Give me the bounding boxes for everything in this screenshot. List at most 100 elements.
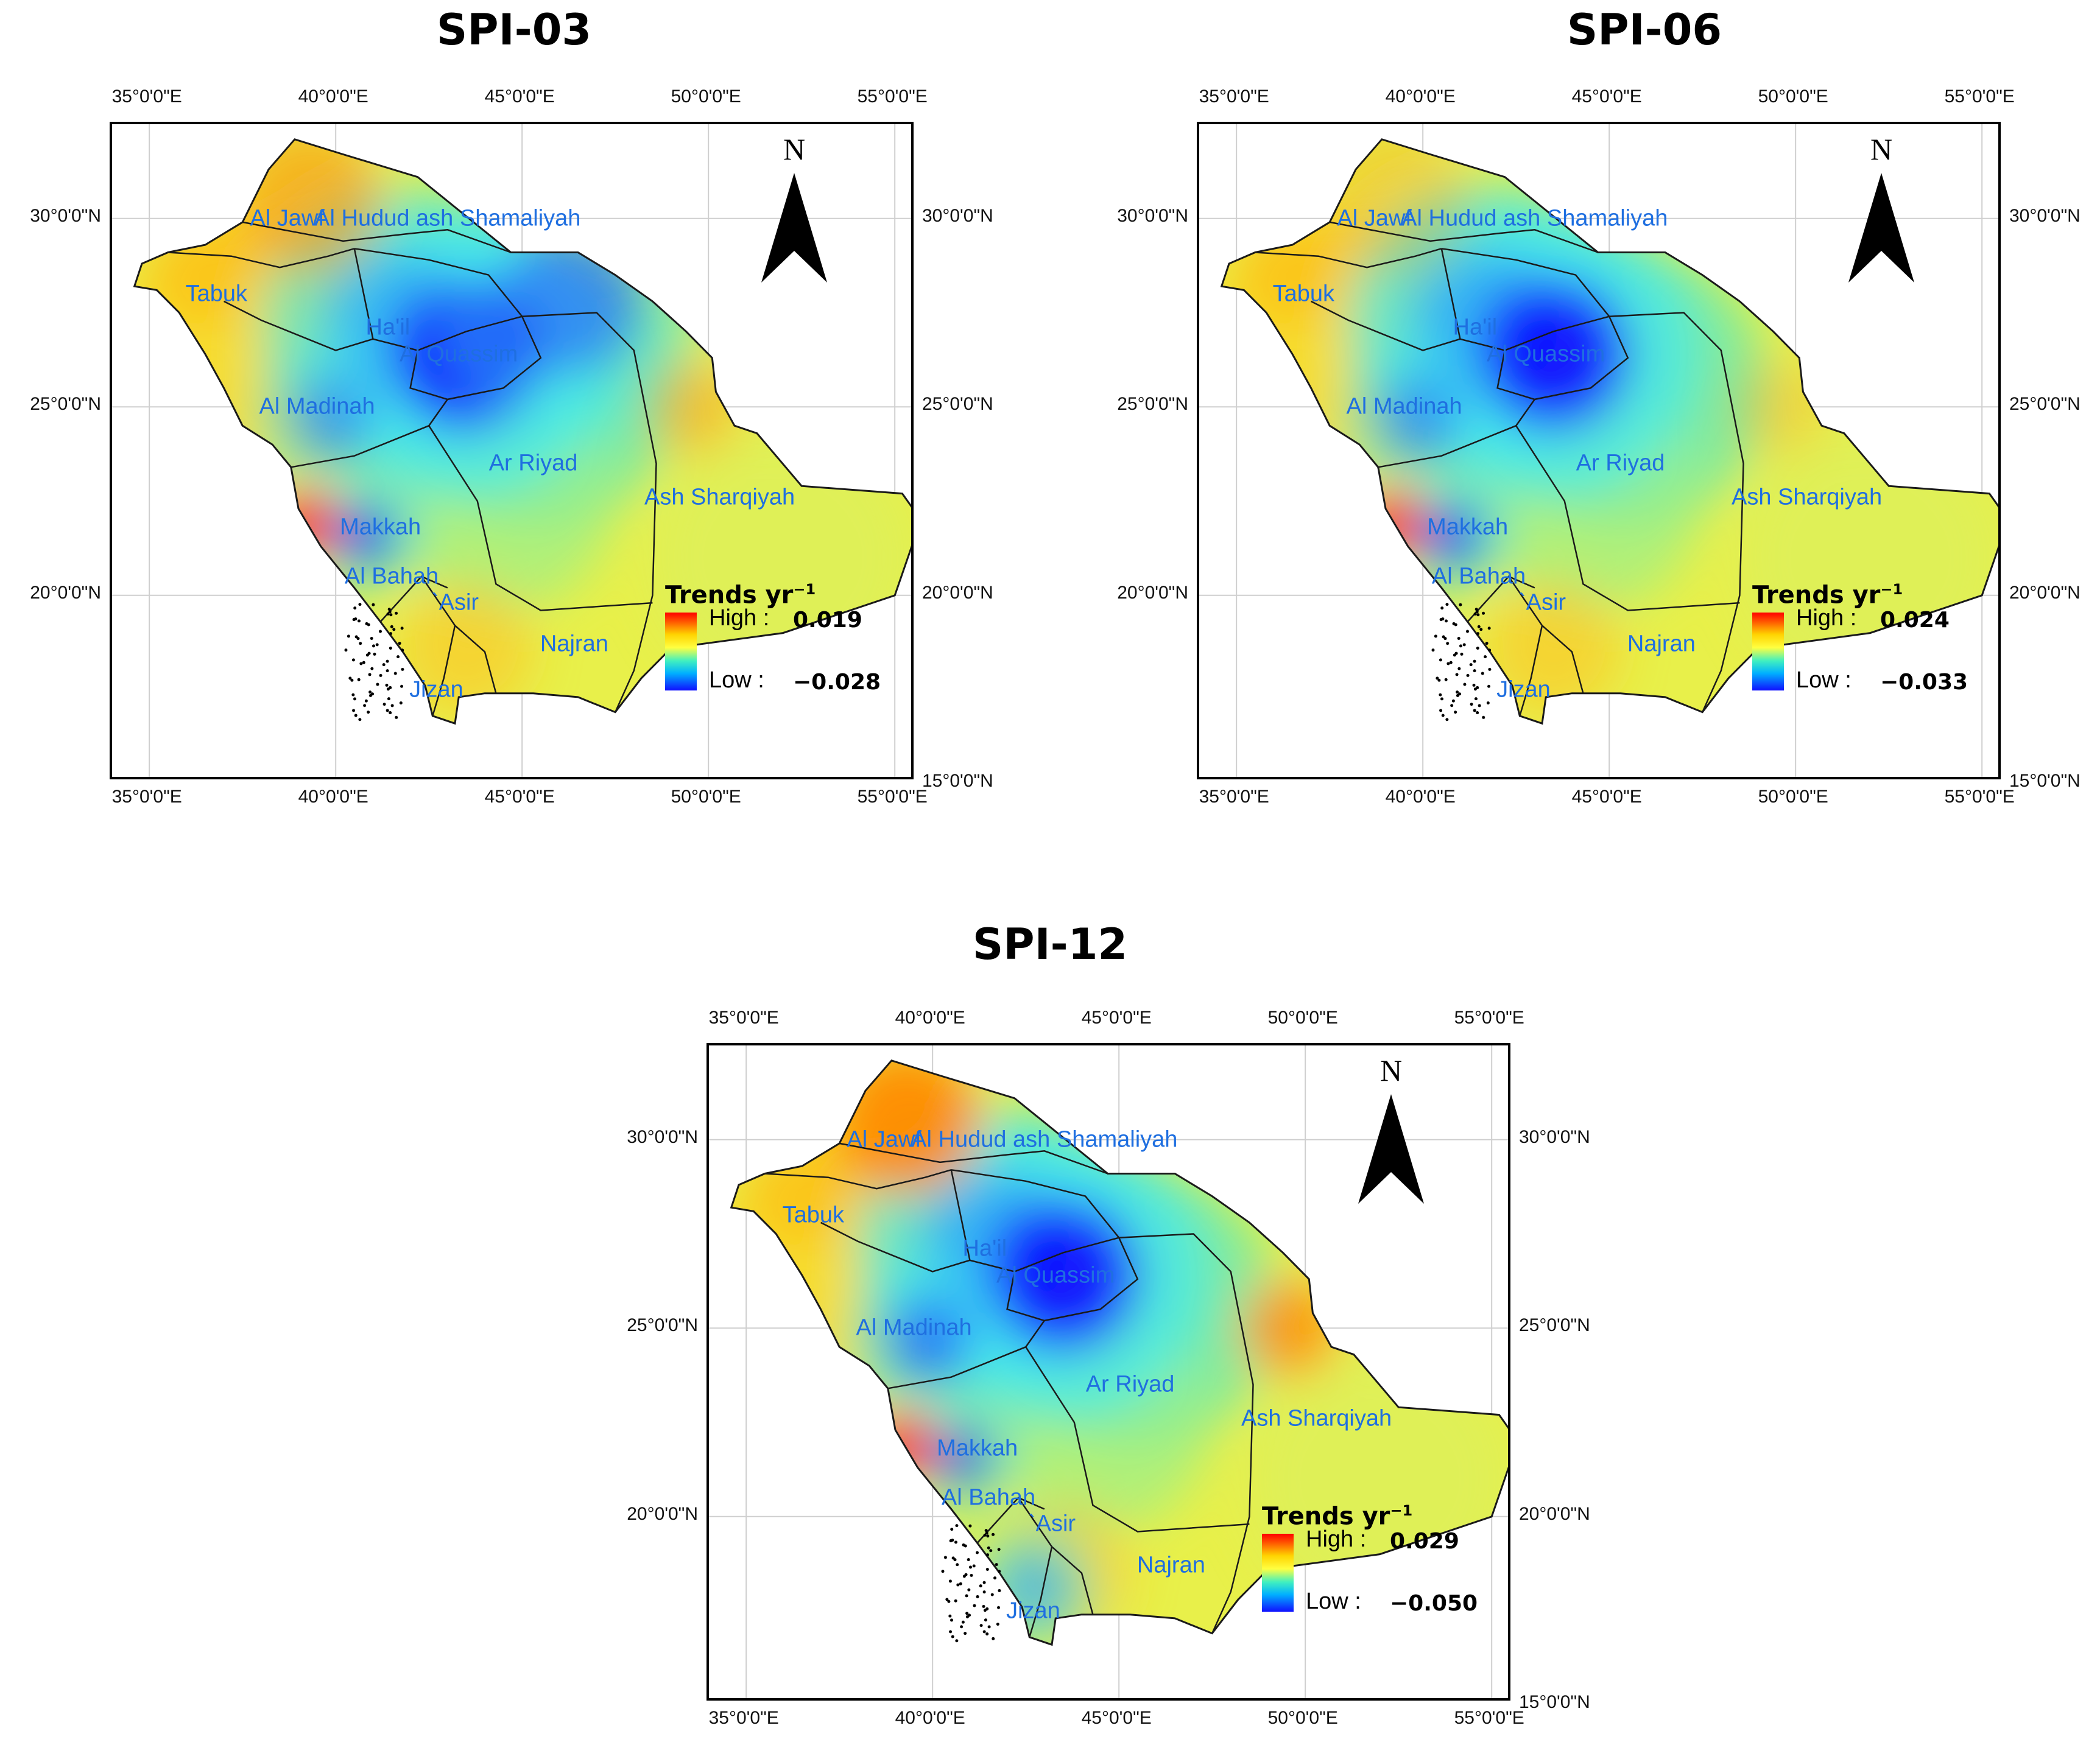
lon-tick-label: 55°0'0"E <box>1454 1708 1524 1728</box>
island-dot <box>954 1599 957 1603</box>
region-label: Tabuk <box>782 1202 845 1228</box>
island-dot <box>964 1632 967 1635</box>
legend-title-text: Trends yr <box>665 581 794 609</box>
region-label: Al Jawf <box>250 205 325 231</box>
region-label: Al Bahah <box>941 1484 1036 1511</box>
island-dot <box>1476 711 1479 715</box>
island-dot <box>949 1630 953 1634</box>
region-label: Ar Riyad <box>1085 1371 1175 1397</box>
country-outline <box>1220 138 1998 725</box>
lat-tick-label: 25°0'0"N <box>1519 1315 1590 1336</box>
region-label: Al Madinah <box>856 1315 972 1341</box>
island-dot <box>1478 704 1481 708</box>
region-border <box>167 248 355 269</box>
lon-tick-label: 45°0'0"E <box>1571 787 1642 807</box>
island-dot <box>1473 709 1476 712</box>
region-border <box>354 248 523 317</box>
island-dot <box>982 1630 986 1634</box>
north-arrow-icon <box>761 173 827 283</box>
lon-tick-label: 45°0'0"E <box>1571 86 1642 107</box>
island-dot <box>386 612 390 616</box>
island-dot <box>1450 704 1454 708</box>
island-dot <box>371 692 375 696</box>
island-dot <box>987 1546 990 1550</box>
island-dot <box>1475 610 1479 614</box>
island-dot <box>1475 608 1478 611</box>
region-border <box>1378 399 1535 468</box>
region-border <box>1311 300 1460 351</box>
island-dot <box>352 618 356 622</box>
region-border <box>1017 1497 1094 1615</box>
island-dot <box>354 714 358 717</box>
island-dot <box>398 642 401 645</box>
lon-tick-label: 45°0'0"E <box>1081 1708 1152 1728</box>
island-dot <box>1473 659 1476 663</box>
region-border <box>1496 316 1629 401</box>
island-dot <box>945 1598 949 1601</box>
lon-tick-label: 40°0'0"E <box>1385 86 1456 107</box>
lon-tick-label: 50°0'0"E <box>1267 1708 1338 1728</box>
island-dot <box>955 1639 959 1643</box>
island-dot <box>951 1635 954 1638</box>
lon-tick-label: 55°0'0"E <box>1454 1008 1524 1028</box>
island-dot <box>376 683 379 686</box>
legend-title-text: Trends yr <box>1752 581 1881 609</box>
region-border <box>887 1320 1045 1389</box>
island-dot <box>392 628 396 631</box>
island-dot <box>400 684 404 688</box>
island-dot <box>970 1573 973 1577</box>
island-dot <box>1446 642 1450 645</box>
island-dot <box>372 644 375 648</box>
island-dot <box>989 1549 993 1553</box>
island-dot <box>362 661 365 664</box>
legend-low-label: Low : <box>1796 667 1852 693</box>
lat-tick-label: 25°0'0"N <box>627 1315 698 1336</box>
region-label: Al Quassim <box>400 341 518 367</box>
lat-tick-label: 20°0'0"N <box>1117 582 1188 603</box>
island-dot <box>1466 673 1470 677</box>
legend-low-label: Low : <box>709 667 764 693</box>
island-dot <box>962 1543 965 1547</box>
region-label: `Asir <box>1518 589 1566 616</box>
island-dot <box>968 1565 972 1569</box>
island-dot <box>1457 637 1460 641</box>
legend-high-label: High : <box>1796 605 1857 631</box>
region-label: `Asir <box>431 589 479 616</box>
island-dot <box>1463 683 1467 686</box>
region-label: Al Madinah <box>1346 393 1462 420</box>
island-dot <box>984 1618 987 1622</box>
island-dot <box>968 1614 971 1617</box>
island-dot <box>359 642 362 645</box>
legend-high-value: 0.029 <box>1390 1529 1459 1554</box>
lon-tick-label: 35°0'0"E <box>111 86 182 107</box>
lat-tick-label: 25°0'0"N <box>2009 394 2081 415</box>
island-dot <box>986 1553 990 1557</box>
island-dot <box>1445 603 1449 606</box>
island-dot <box>386 709 389 712</box>
lat-tick-label: 20°0'0"N <box>2009 582 2081 603</box>
island-dot <box>1469 663 1473 667</box>
island-dot <box>992 1637 995 1640</box>
island-dot <box>976 1595 979 1598</box>
region-label: Najran <box>1627 631 1696 657</box>
island-dot <box>358 603 362 606</box>
island-dot <box>365 622 368 625</box>
island-dot <box>390 625 393 628</box>
region-label: Al Quassim <box>996 1262 1115 1288</box>
region-label: Jizan <box>1006 1598 1060 1623</box>
lat-tick-label: 20°0'0"N <box>1519 1503 1590 1524</box>
region-border <box>820 1221 970 1273</box>
island-dot <box>950 1528 954 1531</box>
island-dot <box>1476 646 1479 650</box>
lon-tick-label: 50°0'0"E <box>1267 1008 1338 1028</box>
island-dot <box>386 687 390 691</box>
island-dot <box>373 652 376 656</box>
legend-high-value: 0.024 <box>1880 608 1950 633</box>
island-dot <box>1479 628 1483 631</box>
lon-tick-label: 35°0'0"E <box>1199 86 1269 107</box>
island-dot <box>353 697 357 701</box>
island-dot <box>1484 655 1487 659</box>
island-dot <box>972 1564 976 1568</box>
country-outline <box>730 1059 1508 1646</box>
